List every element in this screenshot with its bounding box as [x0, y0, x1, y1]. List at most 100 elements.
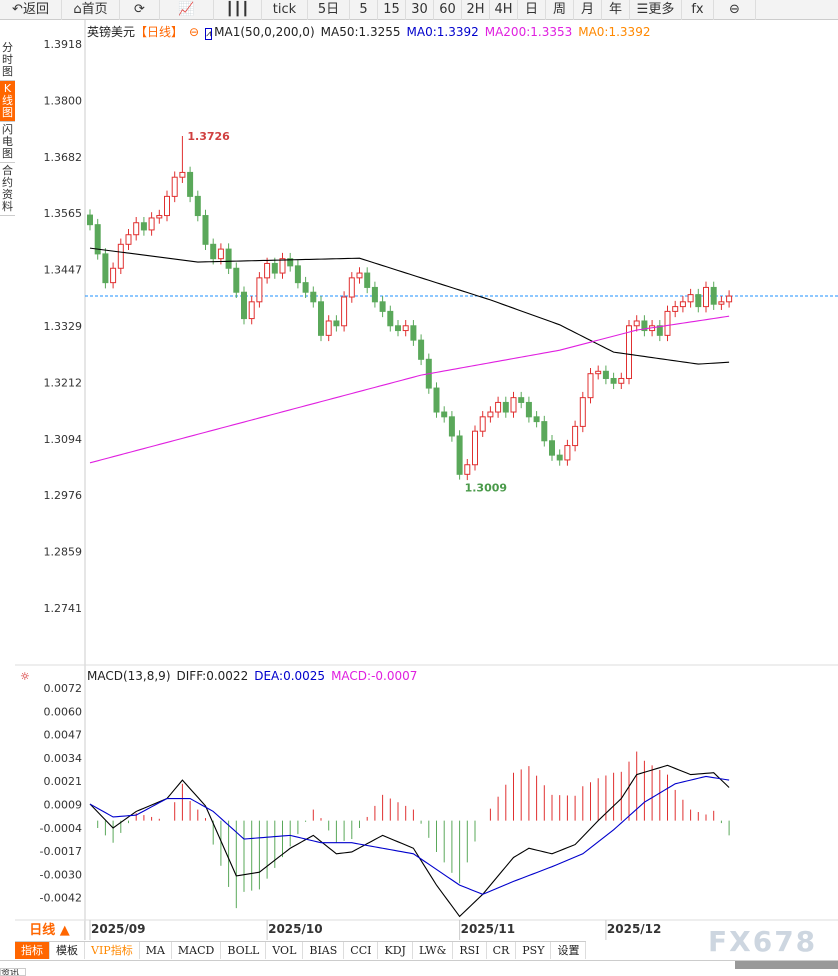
- ma50-line: [89, 247, 730, 365]
- indicator-tab-13[interactable]: PSY: [516, 942, 552, 959]
- indicator-tabs: 指标 模板 VIP指标 MA MACD BOLL VOL BIAS CCI KDJ LW& RSI CR…: [15, 941, 587, 959]
- candle-body: [710, 286, 717, 305]
- scroll-thumb[interactable]: [735, 961, 838, 969]
- settings-icon[interactable]: ⊖: [189, 25, 200, 39]
- toolbar-button-11[interactable]: 2H: [462, 0, 490, 20]
- candle-body: [587, 373, 594, 399]
- candle-body: [433, 387, 440, 413]
- macd-tick-label: 0.0047: [44, 729, 83, 742]
- candle-body: [564, 445, 571, 461]
- macd-name: MACD(13,8,9): [87, 669, 171, 683]
- toolbar-button-6[interactable]: 5日: [308, 0, 350, 20]
- toolbar-button-3[interactable]: 📈: [160, 0, 214, 20]
- price-tick-label: 1.3682: [44, 151, 83, 164]
- macd-legend: MACD(13,8,9) DIFF:0.0022 DEA:0.0025 MACD:-0…: [87, 669, 423, 683]
- toolbar-button-4[interactable]: ┃┃┃: [214, 0, 262, 20]
- toolbar-button-13[interactable]: 日: [518, 0, 546, 20]
- diff-line: [89, 764, 730, 918]
- candle-body: [502, 401, 509, 413]
- toolbar-button-10[interactable]: 60: [434, 0, 462, 20]
- price-tick-label: 1.3565: [44, 207, 83, 220]
- sidebar-tab-0[interactable]: 分时图: [0, 40, 15, 81]
- dea-line: [89, 775, 730, 895]
- candle-body: [726, 295, 733, 303]
- indicator-tab-5[interactable]: BOLL: [221, 942, 267, 959]
- price-tick-label: 1.2976: [44, 489, 83, 502]
- toolbar-button-14[interactable]: 周: [546, 0, 574, 20]
- indicator-tab-0[interactable]: 指标: [15, 942, 50, 959]
- toolbar-button-8[interactable]: 15: [378, 0, 406, 20]
- candle-body: [525, 401, 532, 418]
- toolbar-button-9[interactable]: 30: [406, 0, 434, 20]
- toolbar-button-2[interactable]: ⟳: [120, 0, 160, 20]
- candle-body: [110, 267, 117, 284]
- candle-body: [279, 258, 286, 274]
- toolbar-button-0[interactable]: ↶返回: [0, 0, 62, 20]
- candle-body: [510, 397, 517, 413]
- indicator-tab-4[interactable]: MACD: [172, 942, 222, 959]
- toolbar-button-12[interactable]: 4H: [490, 0, 518, 20]
- macd-tick-label: 0.0034: [44, 752, 83, 765]
- candle-body: [325, 320, 332, 336]
- candle-body: [187, 171, 194, 197]
- candle-body: [287, 258, 294, 267]
- candle-body: [379, 301, 386, 312]
- toolbar-button-17[interactable]: ☰更多: [630, 0, 682, 20]
- indicator-tab-11[interactable]: RSI: [453, 942, 487, 959]
- indicator-name: MA1(50,0,200,0): [214, 25, 315, 39]
- indicator-tab-14[interactable]: 设置: [551, 942, 587, 959]
- x-axis-label: 2025/12: [606, 922, 662, 936]
- candle-body: [164, 195, 170, 217]
- candle-body: [595, 370, 602, 375]
- toolbar-button-19[interactable]: ⊖: [714, 0, 756, 20]
- candle-body: [672, 306, 679, 312]
- candle-body: [87, 214, 93, 226]
- indicator-tab-6[interactable]: VOL: [266, 942, 304, 959]
- indicator-tab-3[interactable]: MA: [140, 942, 172, 959]
- ma0-value-2: MA0:1.3392: [578, 25, 651, 39]
- toolbar-button-18[interactable]: fx: [682, 0, 714, 20]
- sidebar-tab-2[interactable]: 闪电图: [0, 122, 15, 163]
- toolbar-button-15[interactable]: 月: [574, 0, 602, 20]
- indicator-icon[interactable]: ⩘: [205, 28, 213, 40]
- sidebar-tab-1[interactable]: K线图: [0, 81, 15, 122]
- candle-body: [202, 215, 209, 245]
- candle-body: [294, 265, 301, 284]
- indicator-tab-12[interactable]: CR: [487, 942, 517, 959]
- candle-body: [456, 435, 463, 475]
- horizontal-scrollbar[interactable]: [0, 960, 838, 969]
- sidebar-tab-3[interactable]: 合约资料: [0, 163, 15, 216]
- candle-body: [140, 222, 147, 231]
- toolbar-button-16[interactable]: 年: [602, 0, 630, 20]
- indicator-tab-7[interactable]: BIAS: [303, 942, 345, 959]
- toolbar-button-7[interactable]: 5: [350, 0, 378, 20]
- candle-body: [464, 464, 471, 475]
- indicator-tab-2[interactable]: VIP指标: [85, 942, 140, 959]
- candle-body: [610, 377, 617, 384]
- diff-value: DIFF:0.0022: [176, 669, 249, 683]
- candle-body: [248, 301, 255, 320]
- indicator-tab-1[interactable]: 模板: [50, 942, 85, 959]
- candle-body: [133, 222, 140, 236]
- candle-body: [148, 217, 155, 231]
- candle-body: [618, 377, 625, 384]
- candle-body: [664, 310, 671, 336]
- candle-body: [302, 282, 309, 293]
- indicator-tab-8[interactable]: CCI: [344, 942, 379, 959]
- info-tab[interactable]: 资讯: [0, 968, 26, 976]
- price-tick-label: 1.3800: [44, 94, 83, 107]
- period-button[interactable]: 日线 ▲: [15, 921, 85, 940]
- ma50-value: MA50:1.3255: [320, 25, 401, 39]
- candle-body: [256, 277, 263, 303]
- indicator-tab-10[interactable]: LW&: [413, 942, 454, 959]
- candle-body: [179, 171, 186, 178]
- candle-body: [572, 425, 579, 447]
- indicator-tab-9[interactable]: KDJ: [378, 942, 413, 959]
- ma0-value: MA0:1.3392: [406, 25, 479, 39]
- candle-body: [579, 397, 586, 427]
- ma200-line: [89, 315, 730, 464]
- candle-body: [271, 262, 278, 274]
- toolbar-button-5[interactable]: tick: [262, 0, 308, 20]
- toolbar-button-1[interactable]: ⌂首页: [62, 0, 120, 20]
